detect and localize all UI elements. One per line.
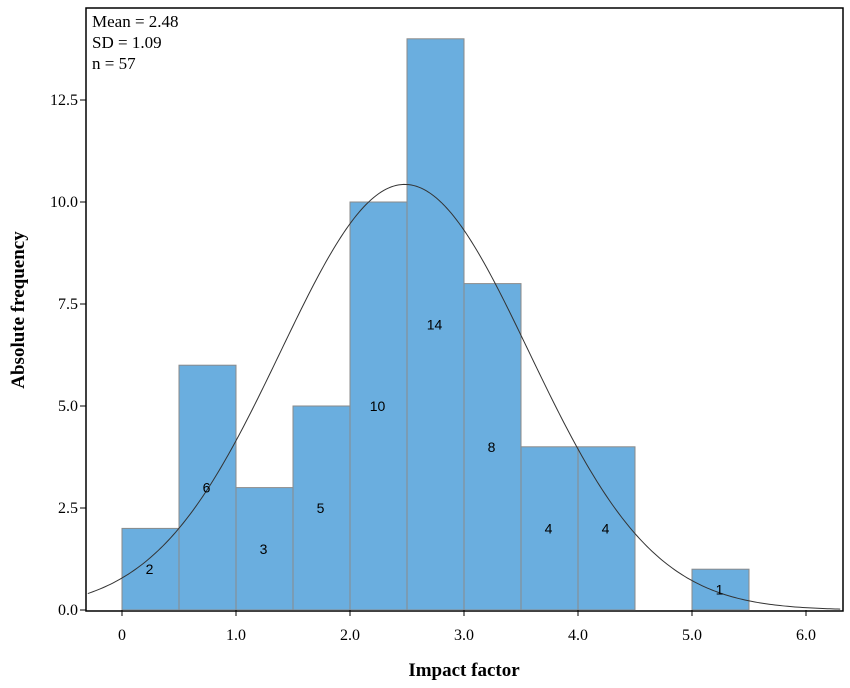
bar-count-label: 5: [317, 500, 325, 516]
normal-curve: [87, 183, 841, 610]
x-axis: 0 1.0 2.0 3.0 4.0 5.0 6.0: [118, 610, 816, 644]
bar-count-label: 14: [427, 316, 443, 332]
x-tick-label: 6.0: [796, 627, 816, 644]
histogram-bar: [292, 405, 351, 611]
bar-count-label: 6: [203, 480, 211, 496]
y-tick-label: 12.5: [50, 92, 78, 109]
histogram-bar: [349, 201, 408, 611]
histogram-bar: [463, 283, 522, 611]
y-axis-title: Absolute frequency: [8, 231, 29, 389]
y-tick-label: 5.0: [58, 398, 78, 415]
bar-count-label: 8: [488, 439, 496, 455]
histogram-bar: [520, 446, 579, 611]
histogram-bar: [121, 527, 180, 611]
bar-labels-group: 2 6 3 5 10 14 8 4 4 1: [146, 316, 724, 597]
y-tick-label: 0.0: [58, 602, 78, 619]
histogram-bar: [691, 568, 750, 611]
x-tick-label: 5.0: [682, 627, 702, 644]
x-tick-label: 2.0: [340, 627, 360, 644]
histogram-bar: [178, 364, 237, 611]
bar-count-label: 10: [370, 398, 386, 414]
histogram-bar: [577, 446, 636, 611]
y-tick-label: 7.5: [58, 296, 78, 313]
bar-count-label: 4: [545, 520, 553, 536]
x-tick-label: 3.0: [454, 627, 474, 644]
y-tick-label: 2.5: [58, 500, 78, 517]
x-tick-label: 4.0: [568, 627, 588, 644]
x-axis-title: Impact factor: [408, 660, 520, 681]
stats-n: n = 57: [92, 54, 136, 73]
bar-count-label: 1: [716, 582, 724, 598]
x-tick-label: 0: [118, 627, 126, 644]
bars-group: [121, 38, 750, 611]
y-axis: 0.0 2.5 5.0 7.5 10.0 12.5: [50, 92, 86, 619]
bar-count-label: 3: [260, 541, 268, 557]
bar-count-label: 4: [602, 520, 610, 536]
stats-mean: Mean = 2.48: [92, 12, 179, 31]
x-tick-label: 1.0: [226, 627, 246, 644]
histogram-bar: [406, 38, 465, 611]
y-tick-label: 10.0: [50, 194, 78, 211]
stats-sd: SD = 1.09: [92, 33, 162, 52]
bar-count-label: 2: [146, 561, 154, 577]
stats-box: Mean = 2.48 SD = 1.09 n = 57: [92, 12, 179, 73]
